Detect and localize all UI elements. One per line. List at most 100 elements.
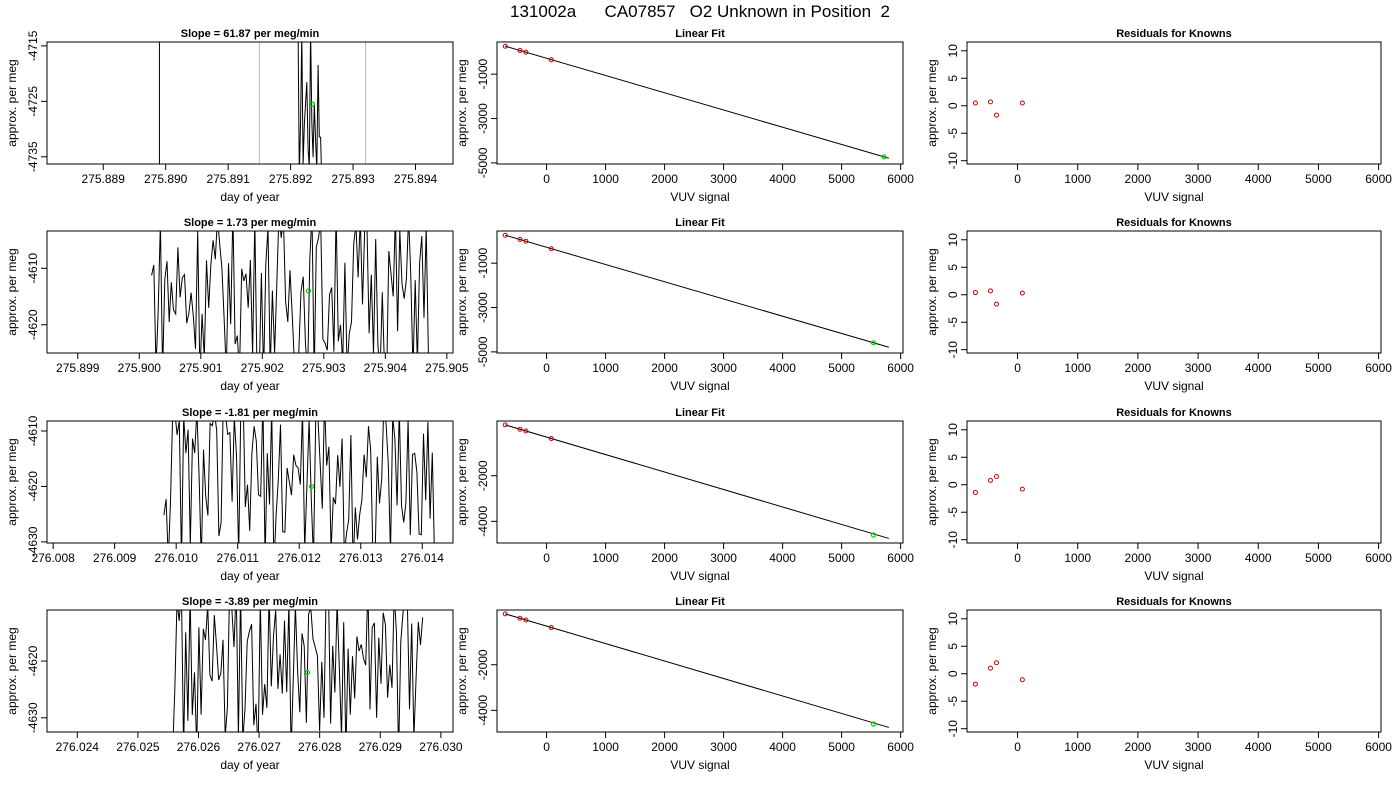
x-tick-label: 2000 [1125, 172, 1152, 186]
panel-r2-c1: Slope = 1.73 per meg/min day of year appro… [5, 217, 469, 393]
y-tick-label: -4610 [26, 253, 40, 284]
residual-point [972, 100, 978, 106]
known-point [502, 611, 508, 617]
x-tick-label: 276.011 [216, 551, 259, 565]
x-tick-label: 276.009 [93, 551, 137, 565]
x-tick-label: 275.889 [82, 172, 126, 186]
x-tick-label: 1000 [1064, 740, 1091, 754]
plot-frame [966, 41, 1382, 165]
x-tick-label: 6000 [1365, 740, 1392, 754]
residual-point [993, 301, 999, 307]
x-axis-label: VUV signal [1144, 379, 1203, 393]
y-tick-label: -5000 [476, 336, 490, 367]
x-tick-label: 4000 [769, 551, 796, 565]
y-axis-label: approx. per meg [925, 627, 939, 714]
plot-area [502, 611, 889, 728]
x-tick-label: 276.026 [177, 740, 221, 754]
residual-point [993, 112, 999, 118]
x-tick-label: 0 [543, 740, 550, 754]
x-tick-label: 2000 [1125, 361, 1152, 375]
known-point [502, 232, 508, 238]
x-tick-label: 275.899 [56, 361, 100, 375]
y-tick-label: 10 [946, 233, 960, 247]
x-axis-label: day of year [220, 379, 279, 393]
y-tick-label: 5 [946, 264, 960, 271]
plot-area [158, 42, 367, 164]
y-axis-label: approx. per meg [455, 438, 469, 525]
known-point [548, 57, 554, 63]
x-tick-label: 276.024 [56, 740, 100, 754]
x-tick-label: 3000 [1185, 551, 1212, 565]
plot-frame [46, 230, 454, 354]
y-tick-label: -10 [946, 531, 960, 549]
y-tick-label: 0 [946, 481, 960, 488]
x-tick-label: 1000 [1064, 551, 1091, 565]
x-tick-label: 4000 [1245, 172, 1272, 186]
fit-line [505, 234, 889, 348]
unknown-mean-point [304, 669, 311, 676]
panel-r2-c2: Linear Fit VUV signal approx. per meg 0 1000… [455, 217, 914, 393]
x-tick-label: 5000 [828, 361, 855, 375]
unknown-point [870, 340, 877, 346]
y-tick-label: 0 [946, 102, 960, 109]
x-tick-label: 4000 [1245, 551, 1272, 565]
plot-area [972, 474, 1025, 495]
residual-point [1019, 677, 1025, 683]
known-point [517, 47, 523, 53]
y-tick-label: 5 [946, 643, 960, 650]
y-axis-label: approx. per meg [5, 59, 19, 146]
known-point [548, 625, 554, 631]
panel-title: Residuals for Knowns [1116, 596, 1232, 608]
x-tick-label: 3000 [710, 740, 737, 754]
unknown-point [870, 532, 877, 538]
unknown-mean-point [309, 101, 316, 107]
x-tick-label: 5000 [1305, 551, 1332, 565]
unknown-point [881, 154, 887, 160]
plot-area [502, 422, 889, 539]
panel-r4-c2: Linear Fit VUV signal approx. per meg 0 1000… [455, 596, 914, 772]
x-tick-label: 2000 [651, 361, 678, 375]
plot-frame [496, 41, 904, 165]
panel-title: Residuals for Knowns [1116, 217, 1232, 229]
x-tick-label: 275.893 [331, 172, 375, 186]
x-tick-label: 6000 [887, 361, 914, 375]
x-axis-label: day of year [220, 569, 279, 583]
known-point [523, 428, 529, 434]
page-title: 131002a CA07857 O2 Unknown in Position 2 [510, 2, 890, 21]
x-axis-label: day of year [220, 190, 279, 204]
plot-frame [966, 420, 1382, 544]
signal-trace [172, 610, 424, 732]
plot-area [163, 421, 435, 543]
x-tick-label: 275.892 [269, 172, 313, 186]
plot-area [502, 43, 889, 160]
y-tick-label: 0 [946, 670, 960, 677]
x-tick-label: 2000 [651, 551, 678, 565]
x-tick-label: 6000 [887, 172, 914, 186]
residual-point [1019, 290, 1025, 296]
known-point [517, 236, 523, 242]
x-tick-label: 276.014 [401, 551, 445, 565]
x-tick-label: 276.010 [154, 551, 198, 565]
x-axis-label: VUV signal [670, 758, 729, 772]
x-tick-label: 1000 [1064, 172, 1091, 186]
x-tick-label: 3000 [710, 361, 737, 375]
x-axis-label: VUV signal [1144, 569, 1203, 583]
x-tick-label: 276.025 [116, 740, 160, 754]
panel-title: Residuals for Knowns [1116, 28, 1232, 40]
known-point [523, 238, 529, 244]
plot-frame [966, 230, 1382, 354]
x-tick-label: 276.030 [419, 740, 463, 754]
x-tick-label: 0 [543, 361, 550, 375]
known-point [523, 49, 529, 55]
panel-title: Linear Fit [675, 596, 725, 608]
residual-point [987, 665, 993, 671]
residual-point [1019, 486, 1025, 492]
x-tick-label: 2000 [1125, 551, 1152, 565]
x-tick-label: 4000 [1245, 361, 1272, 375]
residual-point [972, 290, 978, 296]
panel-title: Slope = 1.73 per meg/min [184, 217, 317, 229]
residual-point [987, 99, 993, 105]
y-tick-label: -5 [946, 696, 960, 707]
y-tick-label: -5 [946, 317, 960, 328]
